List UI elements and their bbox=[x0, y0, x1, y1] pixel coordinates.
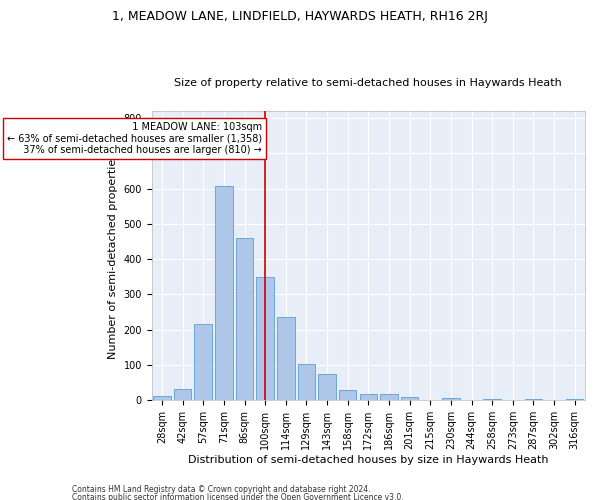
Bar bbox=[236, 238, 253, 400]
Text: 1 MEADOW LANE: 103sqm
← 63% of semi-detached houses are smaller (1,358)
  37% of: 1 MEADOW LANE: 103sqm ← 63% of semi-deta… bbox=[7, 122, 262, 155]
Bar bbox=[380, 394, 398, 400]
Bar bbox=[215, 186, 233, 400]
Bar bbox=[442, 398, 460, 400]
Bar bbox=[194, 324, 212, 400]
Bar bbox=[174, 389, 191, 400]
Text: Contains HM Land Registry data © Crown copyright and database right 2024.: Contains HM Land Registry data © Crown c… bbox=[72, 486, 371, 494]
X-axis label: Distribution of semi-detached houses by size in Haywards Heath: Distribution of semi-detached houses by … bbox=[188, 455, 548, 465]
Bar bbox=[153, 396, 171, 400]
Text: 1, MEADOW LANE, LINDFIELD, HAYWARDS HEATH, RH16 2RJ: 1, MEADOW LANE, LINDFIELD, HAYWARDS HEAT… bbox=[112, 10, 488, 23]
Bar bbox=[339, 390, 356, 400]
Bar bbox=[566, 399, 583, 400]
Y-axis label: Number of semi-detached properties: Number of semi-detached properties bbox=[108, 152, 118, 358]
Bar bbox=[318, 374, 336, 400]
Title: Size of property relative to semi-detached houses in Haywards Heath: Size of property relative to semi-detach… bbox=[175, 78, 562, 88]
Bar bbox=[401, 397, 418, 400]
Bar bbox=[359, 394, 377, 400]
Bar bbox=[524, 399, 542, 400]
Bar bbox=[298, 364, 315, 401]
Bar bbox=[484, 399, 501, 400]
Text: Contains public sector information licensed under the Open Government Licence v3: Contains public sector information licen… bbox=[72, 492, 404, 500]
Bar bbox=[256, 277, 274, 400]
Bar bbox=[277, 318, 295, 400]
